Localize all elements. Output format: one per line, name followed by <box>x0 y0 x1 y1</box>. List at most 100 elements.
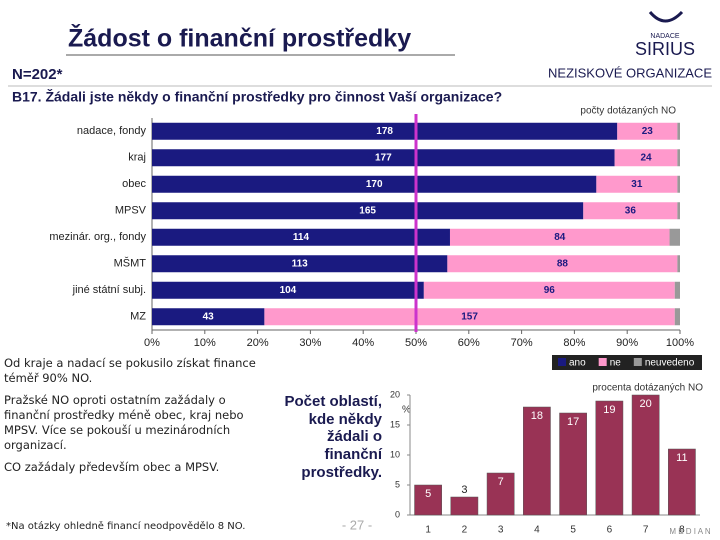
chart2-title: Počet oblastí, kde někdy žádali o finanč… <box>284 393 382 481</box>
data-label: 7 <box>498 476 504 488</box>
x-tick-label: 3 <box>498 525 504 536</box>
footer-logo: M E D I A N <box>669 527 711 536</box>
legend-swatch <box>598 358 607 366</box>
legend-swatch <box>633 358 642 366</box>
x-tick-label: 70% <box>511 337 533 349</box>
category-label: MŠMT <box>114 257 147 270</box>
data-label: 104 <box>280 285 297 296</box>
footnote: *Na otázky ohledně financí neodpovědělo … <box>6 521 246 532</box>
note: CO zažádaly především obec a MPSV. <box>4 459 220 474</box>
x-tick-label: 2 <box>462 525 468 536</box>
x-tick-label: 40% <box>352 337 374 349</box>
data-label: 31 <box>631 179 643 190</box>
data-label: 88 <box>557 258 569 269</box>
bar-segment <box>447 255 678 273</box>
data-label: 24 <box>640 152 652 163</box>
bar-segment <box>152 175 597 193</box>
bar-segment <box>677 122 680 140</box>
x-tick-label: 20% <box>247 337 269 349</box>
bar-segment <box>596 175 678 193</box>
legend-label: ne <box>610 358 622 369</box>
x-tick-label: 4 <box>534 525 540 536</box>
data-label: 178 <box>376 126 393 137</box>
bar <box>486 472 515 516</box>
category-label: nadace, fondy <box>77 125 147 137</box>
bar-segment <box>152 149 615 167</box>
bar <box>595 400 624 516</box>
bar-segment <box>674 281 680 299</box>
bar-segment <box>617 122 678 140</box>
slide-title: Žádost o finanční prostředky <box>68 23 411 53</box>
bar-segment <box>677 149 680 167</box>
bar-segment <box>152 281 424 299</box>
data-label: 43 <box>203 311 215 322</box>
bar-segment <box>677 175 680 193</box>
bar-segment <box>152 122 618 140</box>
axis-title: počty dotázaných NO <box>580 106 676 117</box>
x-tick-label: 50% <box>405 337 427 349</box>
data-label: 11 <box>676 452 687 464</box>
data-label: 17 <box>567 416 579 428</box>
data-label: 19 <box>603 404 615 416</box>
data-label: 18 <box>531 410 543 422</box>
y-tick-label: 15 <box>390 419 400 429</box>
data-label: 96 <box>544 285 556 296</box>
y-tick-label: 10 <box>390 449 400 459</box>
bar <box>668 448 696 516</box>
bar-segment <box>677 255 680 273</box>
bar-segment <box>449 228 670 246</box>
x-tick-label: 0% <box>144 337 160 349</box>
x-tick-label: 80% <box>563 337 585 349</box>
data-label: 170 <box>366 179 383 190</box>
bar-segment <box>152 255 448 273</box>
data-label: 113 <box>292 258 309 269</box>
logo-swoosh <box>648 10 684 23</box>
bar <box>631 394 660 516</box>
bar-segment <box>677 202 680 220</box>
x-tick-label: 30% <box>299 337 321 349</box>
logo-main: SIRIUS <box>635 39 695 59</box>
notes: Od kraje a nadací se pokusilo získat fin… <box>4 356 268 482</box>
data-label: 84 <box>554 232 566 243</box>
bar-segment <box>152 308 265 326</box>
logo-top: NADACE <box>650 33 680 40</box>
data-label: 165 <box>359 205 376 216</box>
data-label: 20 <box>640 398 652 410</box>
data-label: 23 <box>642 126 654 137</box>
category-label: mezinár. org., fondy <box>49 231 146 243</box>
bar <box>414 484 442 516</box>
data-label: 3 <box>461 484 467 496</box>
data-label: 5 <box>425 488 431 500</box>
x-tick-label: 6 <box>607 525 613 536</box>
y-tick-label: 20 <box>390 389 400 399</box>
legend-box <box>552 355 702 370</box>
axis-title: procenta dotázaných NO <box>592 383 703 394</box>
segment: NEZISKOVÉ ORGANIZACE <box>548 65 712 80</box>
bar <box>559 412 587 516</box>
legend-label: neuvedeno <box>645 358 695 369</box>
x-tick-label: 10% <box>194 337 216 349</box>
sample-size: N=202* <box>12 66 63 83</box>
data-label: 177 <box>375 152 392 163</box>
bar-segment <box>264 308 675 326</box>
data-label: 36 <box>625 205 637 216</box>
category-label: MZ <box>130 311 146 323</box>
note: Pražské NO oproti ostatním zažádaly o fi… <box>4 392 244 452</box>
bar-segment <box>614 149 678 167</box>
category-label: MPSV <box>115 205 147 217</box>
bar-segment <box>423 281 675 299</box>
y-tick-label: 0 <box>395 509 400 519</box>
category-label: kraj <box>128 152 146 164</box>
bar-segment <box>674 308 680 326</box>
legend-swatch <box>558 358 566 366</box>
x-tick-label: 1 <box>425 525 431 536</box>
bar-segment <box>152 202 584 220</box>
y-tick-label: 5 <box>395 479 400 489</box>
page-number: - 27 - <box>342 517 372 532</box>
data-label: 114 <box>293 232 310 243</box>
x-tick-label: 100% <box>666 337 694 349</box>
question: B17. Žádali jste někdy o finanční prostř… <box>12 88 502 105</box>
x-tick-label: 5 <box>570 525 576 536</box>
